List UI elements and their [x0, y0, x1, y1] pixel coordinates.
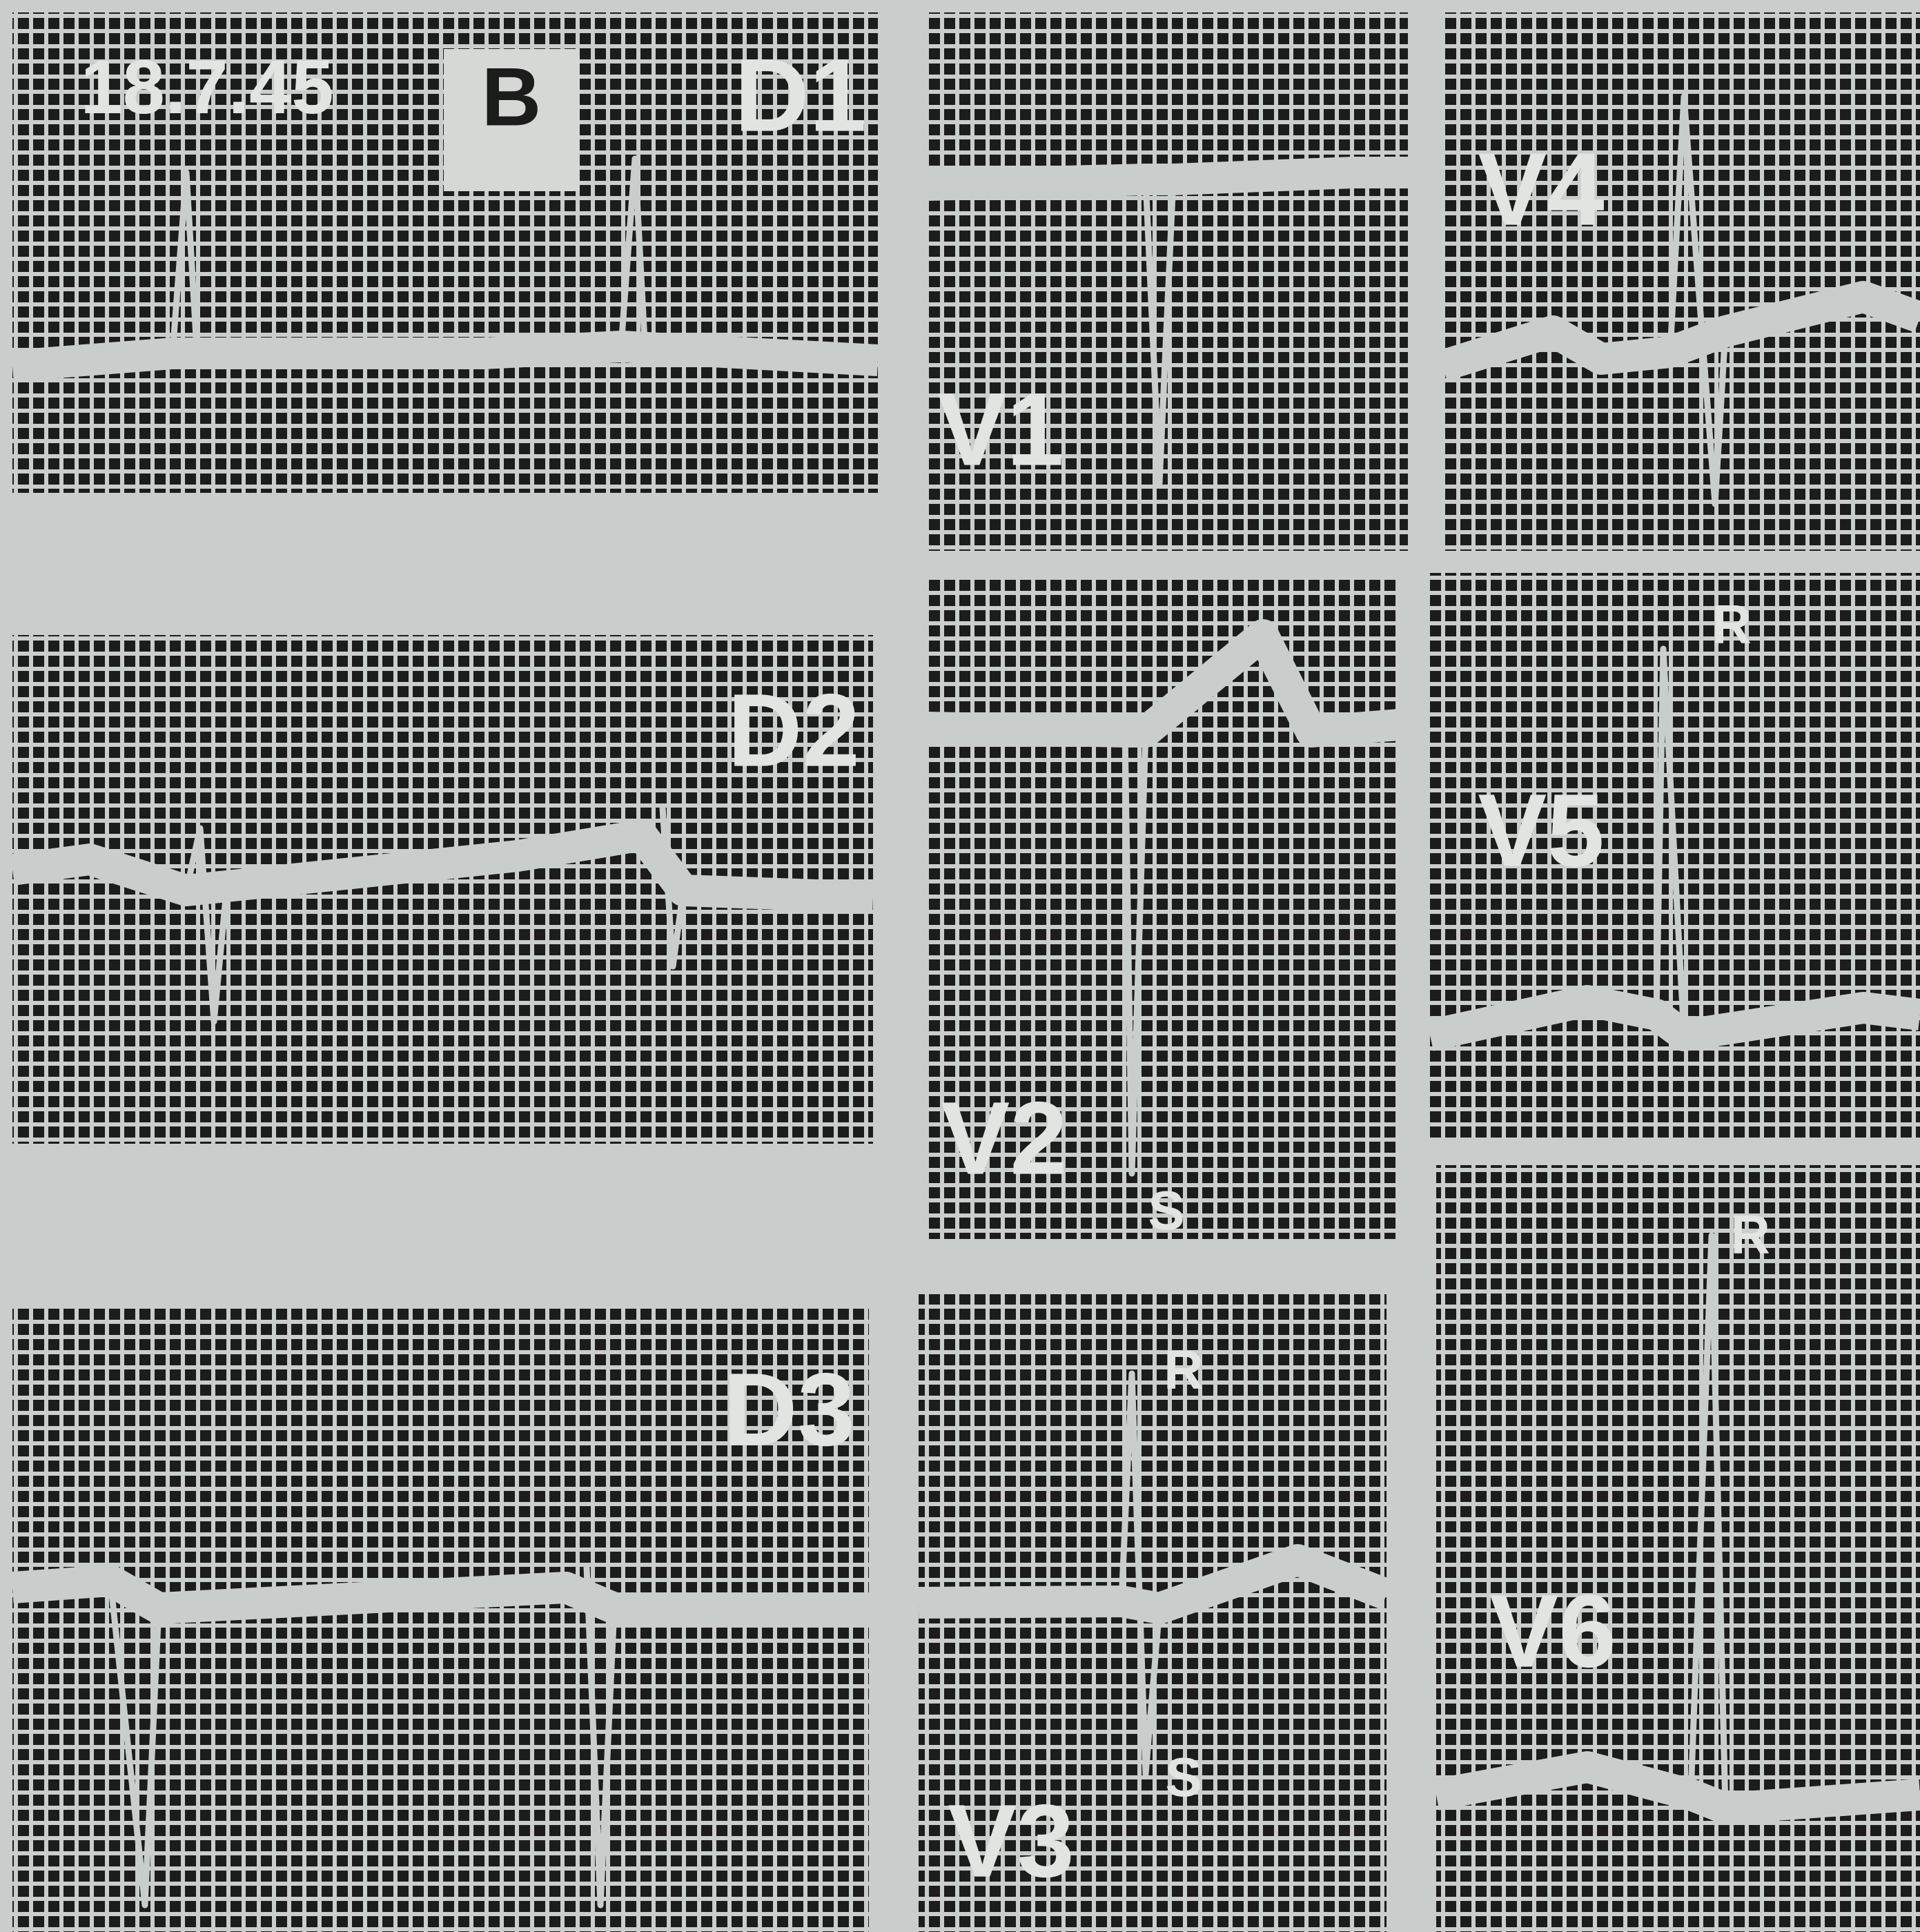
panel-v4: [1442, 12, 1920, 551]
panel-v6: [1436, 1165, 1920, 1932]
lead-label: D3: [723, 1352, 855, 1467]
panels: [12, 12, 1920, 1932]
lead-label: V5: [1478, 772, 1604, 888]
lead-label: V1: [937, 371, 1064, 487]
lead-label: V3: [948, 1783, 1074, 1899]
wave-label: S: [1148, 1180, 1184, 1241]
ecg-sheet: 18.7.45 B D1 D2 D3 V1 V2 S V3 R S V4 V5 …: [0, 0, 1920, 1932]
lead-label: V6: [1489, 1573, 1616, 1689]
date-label: 18.7.45: [80, 45, 333, 130]
trace-v1: [927, 173, 1408, 185]
lead-label: V4: [1478, 131, 1604, 247]
lead-label: D2: [727, 672, 860, 788]
wave-label: R: [1712, 594, 1752, 655]
wave-label: R: [1730, 1204, 1770, 1265]
wave-label: R: [1164, 1339, 1204, 1401]
lead-label: D1: [734, 37, 867, 153]
tag-label: B: [482, 51, 542, 144]
page: 18.7.45 B D1 D2 D3 V1 V2 S V3 R S V4 V5 …: [0, 0, 1920, 1932]
wave-label: S: [1165, 1746, 1202, 1808]
lead-label: V2: [941, 1080, 1067, 1196]
trace-d1: [12, 347, 878, 366]
